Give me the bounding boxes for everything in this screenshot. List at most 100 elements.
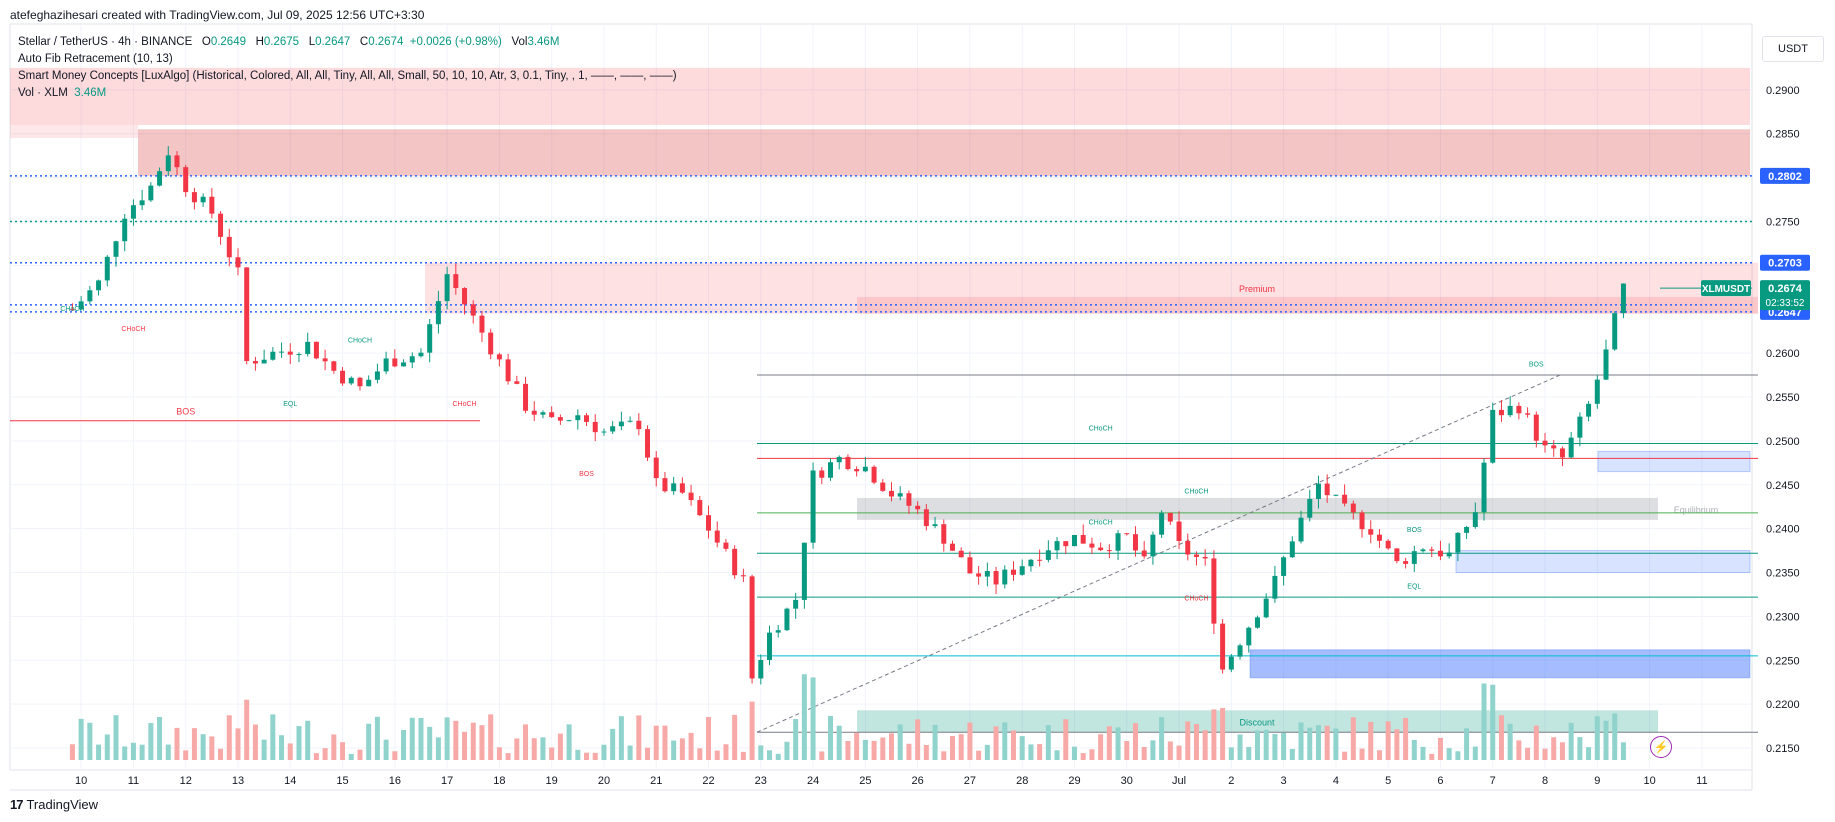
volume-bar bbox=[1490, 684, 1496, 760]
volume-bar bbox=[819, 751, 825, 760]
volume-bar bbox=[104, 734, 110, 760]
candle-body bbox=[209, 196, 215, 214]
volume-bar bbox=[949, 735, 955, 760]
candle-body bbox=[1228, 656, 1234, 670]
volume-bar bbox=[69, 744, 75, 760]
volume-bar bbox=[1132, 723, 1138, 760]
candle-body bbox=[340, 370, 346, 384]
volume-bar bbox=[897, 724, 903, 760]
candle-body bbox=[374, 371, 380, 380]
y-tick-label: 0.2900 bbox=[1766, 85, 1800, 97]
volume-bar bbox=[679, 738, 685, 760]
volume-bar bbox=[122, 746, 128, 760]
candle-body bbox=[1185, 541, 1191, 555]
volume-bar bbox=[322, 748, 328, 760]
volume-bar bbox=[601, 744, 607, 760]
candle-body bbox=[1019, 566, 1025, 575]
volume-bar bbox=[1281, 732, 1287, 760]
volume-bar bbox=[1106, 726, 1112, 760]
volume-bar bbox=[1411, 739, 1417, 760]
candle-body bbox=[1568, 437, 1574, 458]
indicator-volume-row[interactable]: Vol · XLM 3.46M bbox=[18, 85, 677, 102]
currency-button[interactable]: USDT bbox=[1762, 36, 1824, 62]
candle-body bbox=[1394, 548, 1400, 562]
candle-body bbox=[444, 274, 450, 302]
volume-bar bbox=[191, 728, 197, 760]
volume-bar bbox=[1071, 746, 1077, 760]
countdown-label: 02:33:52 bbox=[1766, 298, 1805, 309]
volume-bar bbox=[1063, 719, 1069, 760]
y-tick-label: 0.2300 bbox=[1766, 611, 1800, 623]
candle-body bbox=[723, 542, 729, 549]
structure-label-choch: CHoCH bbox=[1089, 519, 1113, 526]
volume-bar bbox=[157, 716, 163, 760]
candle-body bbox=[1507, 405, 1513, 416]
volume-bar bbox=[836, 725, 842, 760]
x-tick-label: 8 bbox=[1542, 775, 1548, 787]
candle-body bbox=[1446, 552, 1452, 557]
volume-bar bbox=[958, 734, 964, 760]
candle-body bbox=[984, 571, 990, 577]
y-tick-label: 0.2600 bbox=[1766, 348, 1800, 360]
candle-body bbox=[610, 426, 616, 432]
candle-body bbox=[645, 429, 651, 458]
volume-bar bbox=[287, 743, 293, 760]
zone-discount bbox=[857, 710, 1658, 733]
volume-bar bbox=[113, 715, 119, 760]
candle-body bbox=[235, 257, 241, 268]
indicator-fib-row[interactable]: Auto Fib Retracement (10, 13) bbox=[18, 53, 173, 65]
candle-body bbox=[1342, 494, 1348, 504]
x-tick-label: 30 bbox=[1121, 775, 1133, 787]
open-label: O bbox=[201, 36, 211, 48]
candle-body bbox=[1542, 440, 1548, 446]
tradingview-brand[interactable]: 17 TradingView bbox=[10, 797, 98, 812]
candle-body bbox=[1464, 526, 1470, 533]
candle-body bbox=[618, 421, 624, 427]
volume-bar bbox=[540, 737, 546, 760]
candle-body bbox=[1193, 554, 1199, 557]
volume-bar bbox=[1403, 717, 1409, 760]
indicator-smc-row[interactable]: Smart Money Concepts [LuxAlgo] (Historic… bbox=[18, 70, 677, 82]
volume-bar bbox=[514, 738, 520, 760]
volume-bar bbox=[714, 750, 720, 760]
x-tick-label: 26 bbox=[912, 775, 924, 787]
volume-bar bbox=[1359, 748, 1365, 760]
candle-body bbox=[322, 358, 328, 362]
volume-bar bbox=[941, 751, 947, 760]
volume-bar bbox=[462, 731, 468, 760]
zone-equilibrium bbox=[857, 497, 1658, 520]
candle-body bbox=[862, 466, 868, 472]
volume-bar bbox=[1516, 740, 1522, 760]
last-price-tag bbox=[1760, 280, 1810, 311]
x-tick-label: 2 bbox=[1228, 775, 1234, 787]
tradingview-brand-text: TradingView bbox=[26, 797, 99, 812]
volume-bar bbox=[1263, 729, 1269, 760]
candle-body bbox=[767, 632, 773, 660]
candle-body bbox=[427, 324, 433, 353]
candle-body bbox=[1063, 541, 1069, 547]
candle-body bbox=[1141, 550, 1147, 557]
candle-body bbox=[1289, 541, 1295, 558]
volume-bar bbox=[854, 732, 860, 760]
symbol-legend-row[interactable]: Stellar / TetherUS · 4h · BINANCE O0.264… bbox=[18, 34, 677, 51]
candle-body bbox=[1045, 550, 1051, 560]
premium-inner-band bbox=[857, 296, 1758, 314]
candle-body bbox=[1211, 558, 1217, 624]
volume-bar bbox=[409, 717, 415, 760]
candle-body bbox=[418, 352, 424, 357]
structure-label-bos: BOS bbox=[1529, 361, 1544, 368]
volume-bar bbox=[566, 724, 572, 760]
volume-bar bbox=[1150, 740, 1156, 760]
candle-body bbox=[679, 483, 685, 493]
x-tick-label: 24 bbox=[807, 775, 819, 787]
volume-bar bbox=[758, 745, 764, 760]
candle-body bbox=[1132, 534, 1138, 551]
volume-bar bbox=[366, 723, 372, 760]
volume-bar bbox=[496, 747, 502, 760]
x-tick-label: 19 bbox=[546, 775, 558, 787]
candle-body bbox=[784, 608, 790, 631]
lightning-icon[interactable]: ⚡ bbox=[1650, 736, 1672, 758]
candle-body bbox=[1368, 529, 1374, 535]
volume-bar bbox=[889, 733, 894, 760]
